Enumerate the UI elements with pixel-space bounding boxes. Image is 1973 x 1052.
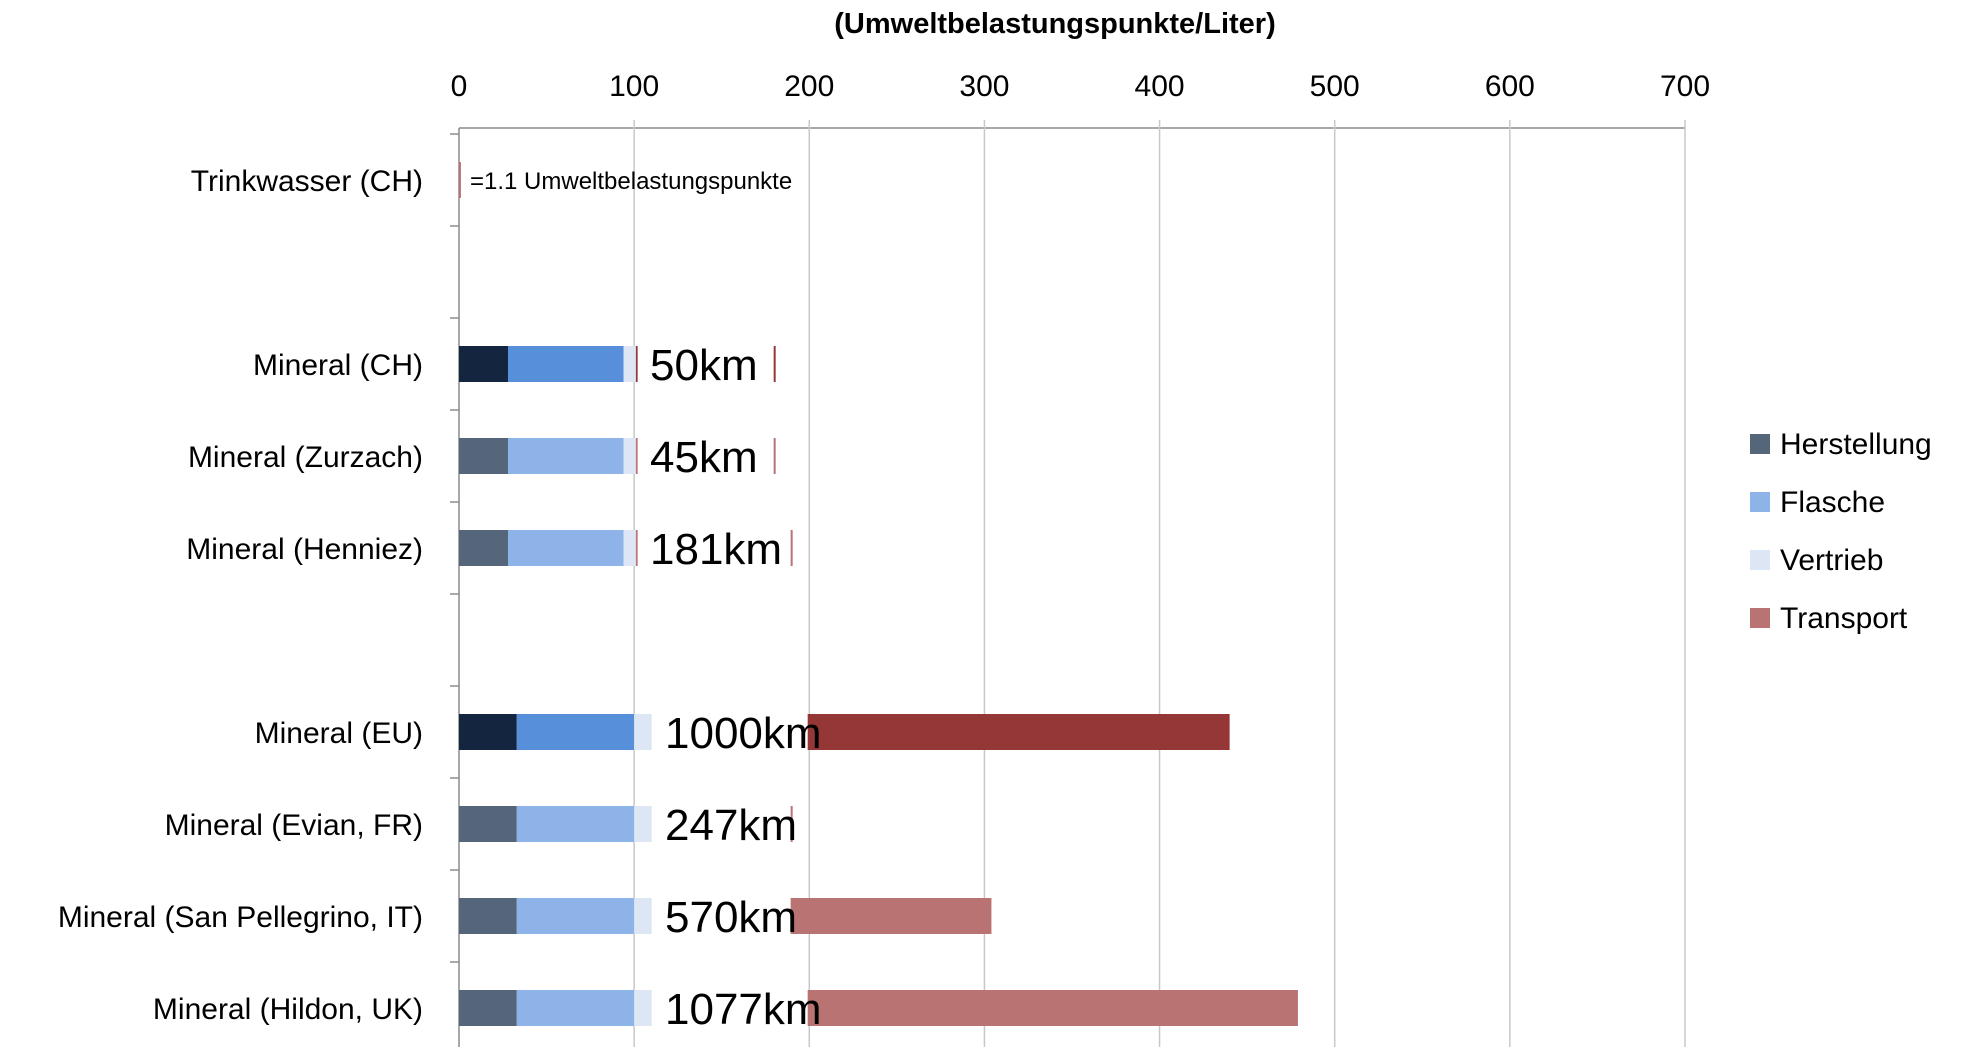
bar-segment-transport (790, 530, 793, 566)
bar-annotation: =1.1 Umweltbelastungspunkte (470, 168, 792, 195)
x-tick-label: 300 (959, 70, 1009, 103)
bar-segment-herstellung (459, 530, 509, 566)
legend-swatch-transport (1750, 608, 1770, 628)
category-label: Mineral (EU) (255, 717, 423, 750)
category-label: Mineral (CH) (253, 349, 423, 382)
bar-segment-transport (459, 162, 461, 198)
bar-segment-transport (635, 346, 638, 382)
category-label: Trinkwasser (CH) (191, 165, 423, 198)
bar-segment-vertrieb (634, 714, 652, 750)
distance-label: 247km (665, 801, 797, 850)
legend-label: Vertrieb (1780, 544, 1883, 577)
bar-segment-herstellung (459, 438, 509, 474)
bar-segment-flasche (508, 346, 624, 382)
bar-segment-transport (790, 898, 992, 934)
bar-segment-herstellung (459, 898, 517, 934)
legend-swatch-herstellung (1750, 434, 1770, 454)
legend-label: Transport (1780, 602, 1908, 635)
bar-segment-transport (635, 530, 638, 566)
category-label: Mineral (San Pellegrino, IT) (58, 901, 423, 934)
distance-label: 1077km (665, 985, 822, 1034)
x-tick-label: 600 (1485, 70, 1535, 103)
bar-segment-vertrieb (634, 990, 652, 1026)
x-tick-label: 500 (1310, 70, 1360, 103)
label-layer: Trinkwasser (CH) =1.1 Umweltbelastungspun… (58, 165, 822, 1034)
legend-label: Herstellung (1780, 428, 1932, 461)
x-tick-label: 200 (784, 70, 834, 103)
bar-segment-flasche (508, 530, 624, 566)
bar-segment-herstellung (459, 990, 517, 1026)
bar-segment-transport (773, 438, 776, 474)
bar-segment-flasche (516, 990, 635, 1026)
bar-segment-herstellung (459, 806, 517, 842)
legend: Herstellung Flasche Vertrieb Transport (1750, 428, 1932, 635)
category-label: Mineral (Evian, FR) (165, 809, 423, 842)
legend-swatch-vertrieb (1750, 550, 1770, 570)
category-label: Mineral (Hildon, UK) (153, 993, 423, 1026)
bar-segment-vertrieb (634, 806, 652, 842)
bar-segment-flasche (508, 438, 624, 474)
distance-label: 181km (650, 525, 782, 574)
x-axis-ticks: 0 100 200 300 400 500 600 700 (451, 70, 1710, 103)
x-tick-label: 400 (1135, 70, 1185, 103)
grid-layer (450, 120, 1686, 1047)
category-label: Mineral (Zurzach) (188, 441, 423, 474)
bar-segment-transport (773, 346, 776, 382)
bar-layer (459, 162, 1298, 1026)
x-tick-label: 0 (451, 70, 468, 103)
bar-segment-vertrieb (623, 346, 636, 382)
bar-segment-transport (790, 806, 793, 842)
x-tick-label: 700 (1660, 70, 1710, 103)
legend-swatch-flasche (1750, 492, 1770, 512)
distance-label: 570km (665, 893, 797, 942)
bar-segment-vertrieb (634, 898, 652, 934)
bar-segment-flasche (516, 806, 635, 842)
distance-label: 1000km (665, 709, 822, 758)
chart-title: (Umweltbelastungspunkte/Liter) (834, 8, 1276, 40)
bar-segment-transport (635, 438, 638, 474)
distance-label: 50km (650, 341, 758, 390)
category-label: Mineral (Henniez) (186, 533, 423, 566)
bar-segment-vertrieb (623, 438, 636, 474)
bar-segment-vertrieb (623, 530, 636, 566)
bar-segment-transport (807, 714, 1230, 750)
bar-segment-herstellung (459, 346, 509, 382)
bar-segment-transport (807, 990, 1298, 1026)
bar-segment-herstellung (459, 714, 517, 750)
x-tick-label: 100 (609, 70, 659, 103)
legend-label: Flasche (1780, 486, 1885, 519)
bar-segment-flasche (516, 714, 635, 750)
distance-label: 45km (650, 433, 758, 482)
bar-segment-flasche (516, 898, 635, 934)
